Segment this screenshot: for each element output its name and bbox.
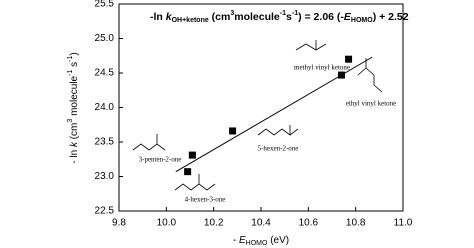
structure-sketches [132,40,383,191]
x-tick-label: 10.2 [204,218,224,229]
x-tick-label: 10.0 [157,218,177,229]
y-tick-label: 25.0 [95,33,115,44]
point [184,168,192,176]
x-tick-label: 10.6 [299,218,319,229]
annotation: 3-penten-2-one [139,156,182,164]
point [188,151,196,159]
annotation: ethyl vinyl ketone [346,100,397,108]
point [229,127,237,135]
x-tick-label: 10.4 [251,218,271,229]
y-axis-label: - ln k (cm3 molecule-1 s-1) [67,52,80,163]
x-tick-label: 10.8 [346,218,366,229]
annotation: 5-hexen-2-one [258,145,299,153]
y-tick-label: 23.0 [95,171,115,182]
annotation: 4-hexen-3-one [185,196,226,204]
y-tick-label: 24.5 [95,68,115,79]
point [345,55,353,63]
x-tick-label: 9.8 [112,218,126,229]
y-tick-label: 22.5 [95,206,115,217]
y-tick-label: 23.5 [95,137,115,148]
y-tick-label: 24.0 [95,102,115,113]
annotation: methyl vinyl ketone [294,64,350,72]
y-tick-label: 25.5 [95,0,115,10]
x-tick-label: 11.0 [394,218,413,229]
chart-title: -ln kOH+ketone (cm3molecule-1s-1) = 2.06… [150,10,409,24]
x-axis-label: - EHOMO (eV) [233,235,289,247]
point [337,71,345,79]
